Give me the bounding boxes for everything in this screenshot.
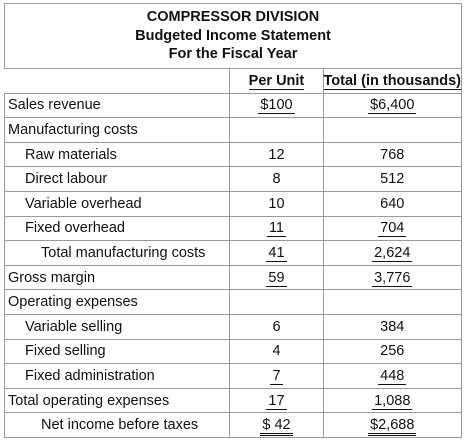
per-unit-cell: 41: [229, 240, 324, 266]
per-unit-cell: 10: [229, 190, 324, 217]
total-value: 1,088: [372, 392, 413, 410]
total-value: 704: [378, 220, 407, 238]
total-cell: [322, 289, 463, 315]
per-unit-cell: $ 42: [229, 412, 324, 438]
total-value: 2,624: [372, 244, 413, 262]
total-value: 768: [380, 146, 405, 163]
total-cell: 384: [322, 313, 463, 340]
total-cell: 256: [322, 338, 463, 365]
total-cell: [322, 117, 463, 143]
row-label: Fixed overhead: [3, 215, 231, 242]
column-header: Per Unit: [229, 68, 324, 94]
total-value: 384: [380, 318, 405, 335]
per-unit-value: 12: [268, 146, 285, 163]
row: Fixed selling 4 256: [3, 338, 463, 365]
per-unit-value: 8: [272, 171, 281, 188]
per-unit-value: 10: [268, 195, 285, 212]
row-label: Total operating expenses: [3, 387, 231, 414]
row-label: Manufacturing costs: [3, 117, 231, 143]
per-unit-cell: 17: [229, 387, 324, 414]
total-cell: $6,400: [322, 92, 463, 119]
total-cell: 704: [322, 215, 463, 242]
row: Fixed administration 7 448: [3, 363, 463, 389]
per-unit-value: 41: [266, 244, 287, 262]
per-unit-cell: 11: [229, 215, 324, 242]
row-label: Variable overhead: [3, 190, 231, 217]
per-unit-cell: 12: [229, 141, 324, 168]
row-label: Net income before taxes: [3, 412, 231, 438]
total-value: 448: [378, 367, 407, 385]
total-value: 640: [380, 195, 405, 212]
total-cell: 2,624: [322, 240, 463, 266]
column-header-text: Total (in thousands): [323, 72, 461, 90]
total-cell: 768: [322, 141, 463, 168]
per-unit-value: 11: [266, 220, 286, 238]
row-label: Total manufacturing costs: [3, 240, 231, 266]
per-unit-value: 17: [266, 392, 287, 410]
subtitle: For the Fiscal Year: [168, 46, 298, 63]
row-label: Fixed selling: [3, 338, 231, 365]
per-unit-cell: [229, 289, 324, 315]
row-label: Fixed administration: [3, 363, 231, 389]
per-unit-value: 6: [272, 318, 281, 335]
row-label: Variable selling: [3, 313, 231, 340]
total-value: $2,688: [368, 417, 417, 437]
subtitle: Budgeted Income Statement: [135, 27, 331, 44]
total-cell: 512: [322, 166, 463, 192]
per-unit-value: 59: [266, 269, 287, 287]
row: Total operating expenses 17 1,088: [3, 387, 463, 414]
row: Operating expenses: [3, 289, 463, 315]
per-unit-cell: 8: [229, 166, 324, 192]
total-value: $6,400: [368, 97, 417, 115]
per-unit-cell: 4: [229, 338, 324, 365]
row-label: Direct labour: [3, 166, 231, 192]
row: Variable selling 6 384: [3, 313, 463, 340]
row-label: Raw materials: [3, 141, 231, 168]
total-cell: $2,688: [322, 412, 463, 438]
row: Total manufacturing costs 41 2,624: [3, 240, 463, 266]
total-value: 3,776: [372, 269, 413, 287]
per-unit-value: 7: [270, 367, 283, 385]
per-unit-value: 4: [272, 343, 281, 360]
row-label: Gross margin: [3, 264, 231, 291]
total-cell: 448: [322, 363, 463, 389]
row-label: Operating expenses: [3, 289, 231, 315]
per-unit-cell: 59: [229, 264, 324, 291]
title: COMPRESSOR DIVISION: [146, 9, 320, 26]
row: Direct labour 8 512: [3, 166, 463, 192]
row: Fixed overhead 11 704: [3, 215, 463, 242]
total-value: 512: [380, 171, 405, 188]
per-unit-cell: 6: [229, 313, 324, 340]
row-label: Sales revenue: [3, 92, 231, 119]
column-header: Total (in thousands): [322, 68, 463, 94]
total-value: 256: [380, 343, 405, 360]
row: Gross margin 59 3,776: [3, 264, 463, 291]
column-header-text: Per Unit: [248, 72, 305, 90]
per-unit-cell: $100: [229, 92, 324, 119]
row: Manufacturing costs: [3, 117, 463, 143]
row: Sales revenue $100 $6,400: [3, 92, 463, 119]
total-cell: 640: [322, 190, 463, 217]
blank: [3, 68, 231, 94]
title-block: COMPRESSOR DIVISION Budgeted Income Stat…: [4, 3, 462, 69]
per-unit-cell: 7: [229, 363, 324, 389]
total-cell: 3,776: [322, 264, 463, 291]
total-cell: 1,088: [322, 387, 463, 414]
per-unit-cell: [229, 117, 324, 143]
per-unit-value: $ 42: [260, 417, 293, 437]
row: Variable overhead 10 640: [3, 190, 463, 217]
per-unit-value: $100: [258, 97, 295, 115]
row: Raw materials 12 768: [3, 141, 463, 168]
row: Net income before taxes $ 42 $2,688: [3, 412, 463, 438]
income-statement: COMPRESSOR DIVISION Budgeted Income Stat…: [3, 3, 463, 438]
